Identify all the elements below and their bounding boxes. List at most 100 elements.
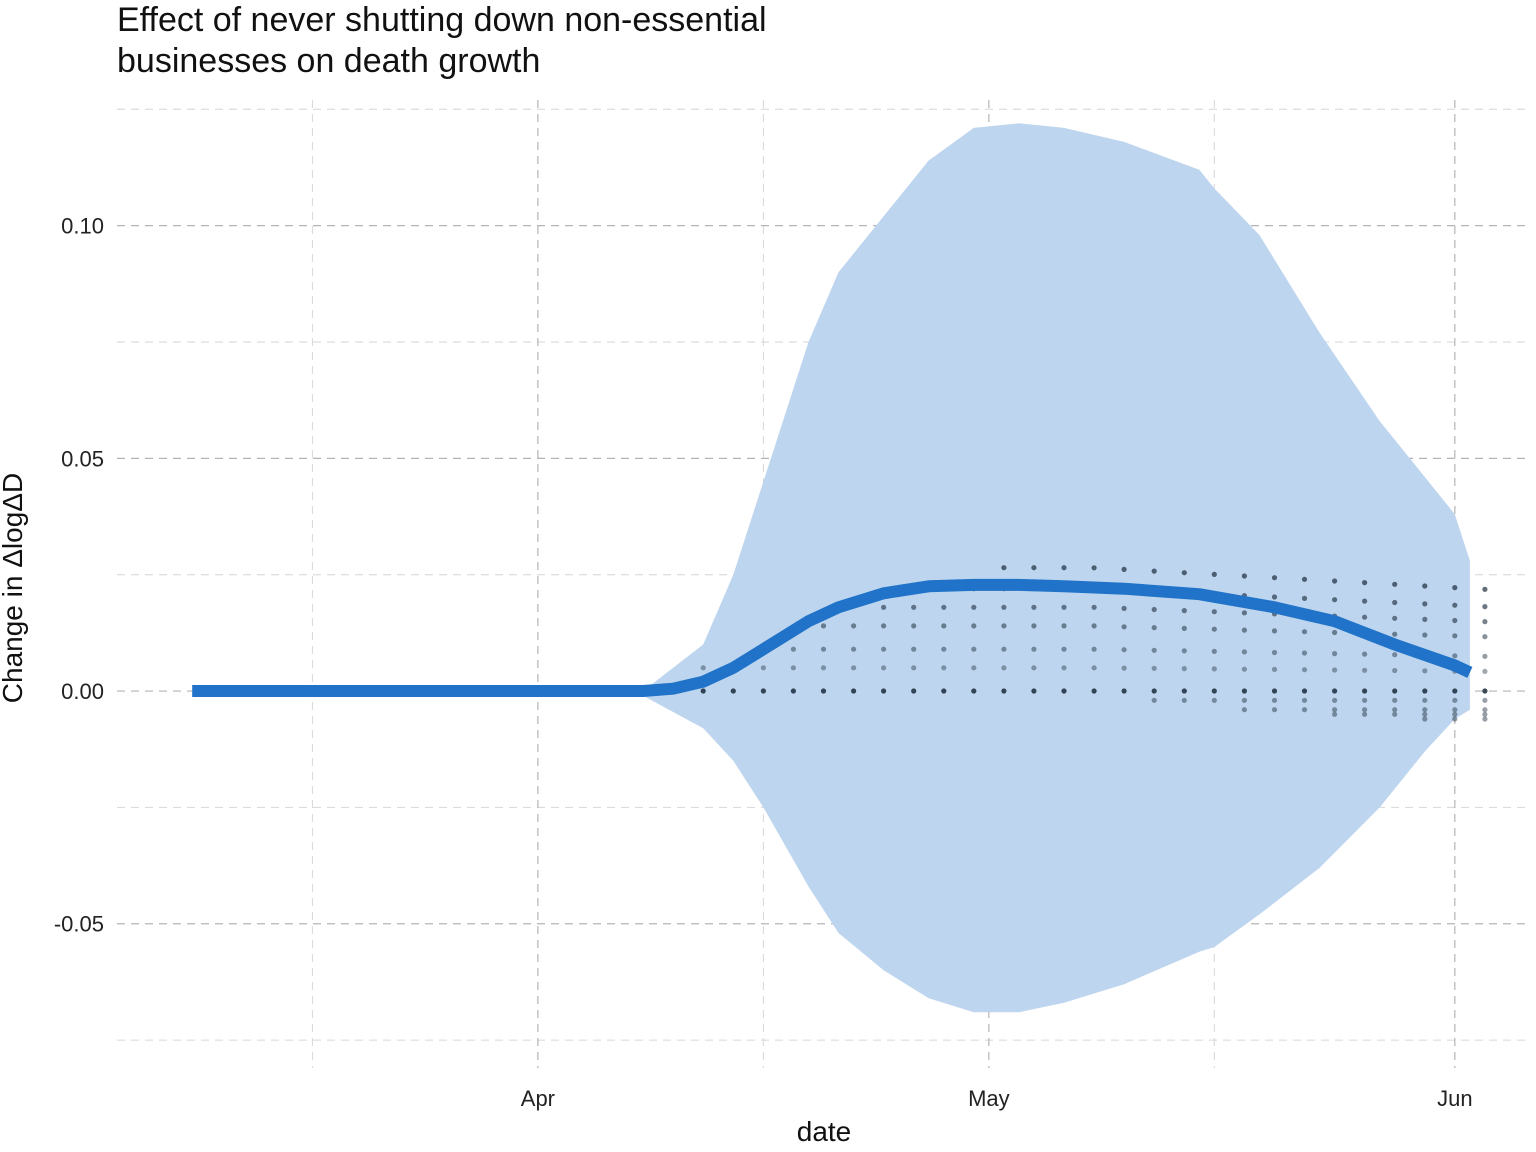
scatter-point: [1211, 571, 1217, 578]
scatter-point: [881, 623, 887, 629]
scatter-point: [911, 623, 917, 629]
scatter-point: [1241, 666, 1247, 672]
scatter-point: [1211, 648, 1217, 655]
scatter-point: [1211, 697, 1217, 703]
scatter-point: [1482, 707, 1488, 713]
scatter-point: [790, 688, 797, 694]
scatter-point: [1301, 595, 1308, 602]
scatter-point: [1001, 565, 1007, 571]
scatter-point: [1031, 623, 1037, 629]
scatter-point: [1061, 604, 1067, 610]
x-axis-title: date: [797, 1116, 852, 1147]
scatter-point: [1151, 665, 1157, 671]
scatter-point: [1482, 711, 1488, 717]
scatter-point: [1301, 629, 1308, 635]
scatter-point: [1422, 688, 1428, 694]
scatter-point: [941, 623, 947, 629]
scatter-point: [1151, 568, 1157, 574]
scatter-point: [1151, 647, 1157, 653]
scatter-point: [1482, 668, 1488, 675]
scatter-point: [1392, 707, 1398, 713]
scatter-point: [1241, 649, 1247, 655]
scatter-point: [1452, 711, 1458, 717]
scatter-point: [790, 646, 797, 652]
scatter-point: [1181, 648, 1187, 654]
scatter-point: [1362, 614, 1368, 620]
scatter-point: [1001, 646, 1007, 652]
scatter-point: [1452, 707, 1458, 713]
x-axis-ticks: Apr May Jun: [521, 1086, 1473, 1111]
scatter-point: [1422, 716, 1428, 722]
scatter-point: [1482, 634, 1488, 640]
scatter-point: [971, 665, 977, 671]
scatter-point: [1091, 665, 1097, 671]
scatter-point: [1211, 609, 1217, 615]
y-tick-label: 0.00: [61, 679, 104, 704]
scatter-point: [1091, 646, 1097, 652]
scatter-point: [1482, 604, 1488, 610]
scatter-point: [1332, 651, 1338, 657]
scatter-point: [881, 688, 887, 694]
scatter-point: [1422, 601, 1428, 607]
scatter-point: [700, 688, 706, 694]
scatter-point: [1151, 625, 1157, 631]
scatter-point: [1181, 625, 1187, 632]
scatter-point: [1301, 688, 1308, 694]
scatter-point: [1482, 688, 1488, 694]
scatter-point: [1452, 602, 1458, 608]
scatter-point: [1091, 623, 1097, 629]
scatter-point: [1181, 697, 1187, 703]
x-tick-label: Apr: [521, 1086, 555, 1111]
scatter-point: [1332, 688, 1338, 694]
scatter-point: [911, 665, 917, 671]
scatter-point: [1121, 624, 1127, 630]
scatter-point: [1452, 617, 1458, 624]
scatter-point: [1392, 631, 1398, 637]
scatter-point: [1241, 707, 1247, 713]
scatter-point: [971, 623, 977, 629]
scatter-point: [1392, 711, 1398, 717]
scatter-point: [1392, 667, 1398, 674]
scatter-point: [1181, 608, 1187, 614]
scatter-point: [1151, 688, 1157, 694]
scatter-point: [1452, 653, 1458, 659]
scatter-point: [1121, 566, 1127, 573]
scatter-point: [1061, 646, 1067, 652]
scatter-point: [1422, 668, 1428, 674]
scatter-point: [820, 623, 827, 629]
scatter-point: [1362, 688, 1368, 694]
effect-line-path: [192, 578, 1473, 697]
scatter-point: [1452, 697, 1458, 703]
scatter-point: [1121, 605, 1127, 612]
scatter-point: [1452, 633, 1458, 639]
scatter-point: [1241, 688, 1247, 694]
scatter-point: [1332, 711, 1338, 717]
scatter-point: [1271, 666, 1278, 673]
scatter-point: [1362, 711, 1368, 717]
scatter-point: [790, 665, 797, 671]
chart-title-line-2: businesses on death growth: [117, 42, 540, 80]
scatter-point: [1422, 632, 1428, 638]
scatter-point: [1422, 697, 1428, 703]
confidence-band: [643, 123, 1470, 1013]
scatter-point: [1211, 688, 1217, 694]
scatter-point: [1482, 586, 1488, 592]
confidence-band-area: [643, 123, 1470, 1013]
scatter-point: [1091, 604, 1097, 610]
scatter-point: [1001, 623, 1007, 629]
scatter-point: [1452, 688, 1458, 694]
scatter-point: [941, 665, 947, 671]
scatter-point: [1151, 606, 1157, 613]
effect-line: [192, 578, 1473, 697]
chart-title: Effect of never shutting down non-essent…: [117, 1, 767, 80]
scatter-point: [1001, 604, 1007, 610]
scatter-point: [1362, 651, 1368, 657]
scatter-point: [820, 688, 827, 694]
y-tick-label: 0.05: [61, 446, 104, 471]
scatter-point: [1061, 565, 1067, 571]
scatter-point: [1271, 688, 1278, 694]
x-tick-label: May: [968, 1086, 1010, 1111]
scatter-point: [700, 665, 706, 671]
scatter-point: [1332, 667, 1338, 673]
